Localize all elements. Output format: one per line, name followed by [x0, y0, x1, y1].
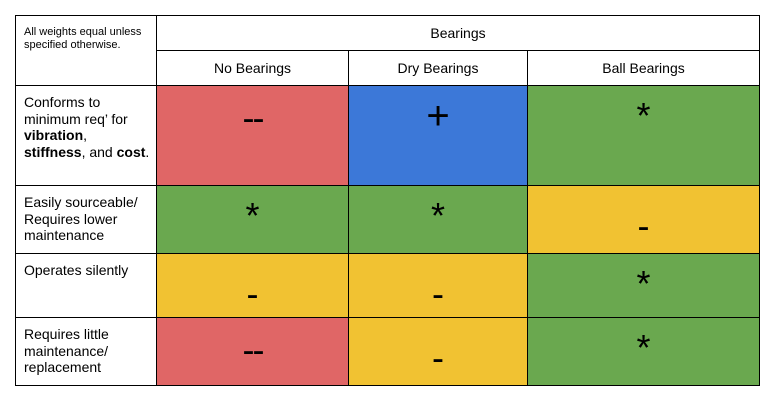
corner-note: All weights equal unless specified other… — [15, 15, 157, 86]
rating-symbol: - — [637, 205, 650, 246]
rating-cell: * — [348, 185, 528, 254]
decision-matrix-table: All weights equal unless specified other… — [15, 15, 761, 386]
rating-symbol: * — [636, 263, 651, 304]
rating-cell: * — [156, 185, 349, 254]
table-row: Operates silently - - * — [15, 253, 761, 318]
rating-cell: -- — [156, 85, 349, 186]
rating-symbol: + — [426, 94, 450, 138]
rating-symbol: - — [432, 273, 444, 314]
row-label-bold-text: cost — [116, 143, 146, 160]
rating-symbol: * — [430, 195, 445, 236]
rating-cell: * — [526, 317, 761, 386]
row-label: Easily sourceable/ Requires lower mainte… — [15, 185, 157, 254]
table-row: Requires little maintenance/ replacement… — [15, 317, 761, 386]
header-row-group: All weights equal unless specified other… — [15, 15, 761, 86]
column-header-ball-bearings: Ball Bearings — [526, 50, 761, 86]
row-label-text: , and — [81, 143, 117, 160]
rating-symbol: * — [245, 195, 260, 236]
row-label: Requires little maintenance/ replacement — [15, 317, 157, 386]
rating-cell: - — [348, 253, 528, 318]
rating-cell: - — [526, 185, 761, 254]
table-row: Easily sourceable/ Requires lower mainte… — [15, 185, 761, 254]
group-header-bearings: Bearings — [155, 15, 761, 51]
rating-symbol: -- — [242, 329, 265, 370]
rating-cell: * — [526, 253, 761, 318]
rating-symbol: * — [636, 95, 651, 136]
row-label: Operates silently — [15, 253, 157, 318]
row-label-text: Operates silently — [24, 262, 129, 278]
rating-cell: - — [156, 253, 349, 318]
rating-symbol: - — [432, 337, 444, 378]
row-label-bold-text: stiffness — [24, 143, 82, 160]
table-row: Conforms to minimum req’ for vibration, … — [15, 85, 761, 186]
row-label-bold-text: vibration — [24, 127, 84, 143]
row-label-text: Conforms to minimum req’ for — [24, 94, 128, 127]
row-label-text: . — [145, 143, 150, 160]
row-label: Conforms to minimum req’ for vibration, … — [15, 85, 157, 186]
row-label-text: Easily sourceable/ Requires lower mainte… — [24, 194, 138, 243]
row-label-text: Requires little maintenance/ replacement — [24, 326, 109, 375]
rating-symbol: * — [636, 327, 651, 368]
rating-symbol: -- — [242, 97, 265, 138]
row-label-text: , — [83, 127, 88, 143]
header-row-columns: No Bearings Dry Bearings Ball Bearings — [16, 50, 761, 86]
rating-cell: -- — [156, 317, 349, 386]
rating-cell: + — [348, 85, 528, 186]
rating-cell: - — [348, 317, 528, 386]
rating-cell: * — [526, 85, 761, 186]
rating-symbol: - — [246, 273, 259, 314]
column-header-no-bearings: No Bearings — [156, 50, 349, 86]
column-header-dry-bearings: Dry Bearings — [348, 50, 528, 86]
